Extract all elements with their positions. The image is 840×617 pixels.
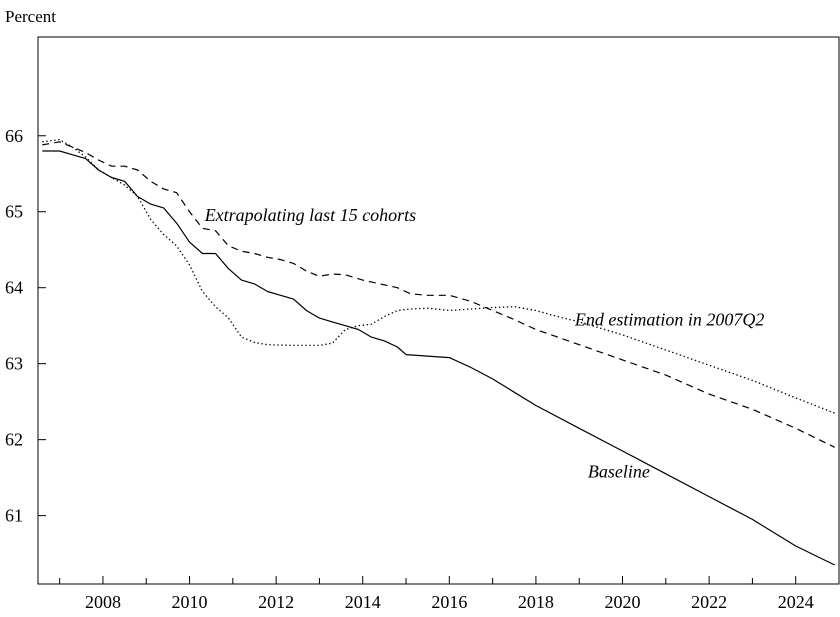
x-tick-label: 2014 xyxy=(345,592,381,612)
x-tick-label: 2024 xyxy=(778,592,814,612)
series-annotation-label: End estimation in 2007Q2 xyxy=(574,310,765,330)
x-tick-label: 2012 xyxy=(258,592,294,612)
plot-frame xyxy=(37,36,840,585)
series-annotation-label: Baseline xyxy=(588,462,650,482)
x-tick-label: 2022 xyxy=(691,592,727,612)
series-annotation-label: Extrapolating last 15 cohorts xyxy=(204,205,416,225)
x-tick-label: 2016 xyxy=(431,592,467,612)
x-tick-label: 2010 xyxy=(172,592,208,612)
x-tick-label: 2018 xyxy=(518,592,554,612)
series-group xyxy=(42,138,835,566)
series-line-dashed xyxy=(42,141,835,448)
series-line-solid xyxy=(42,150,835,566)
y-tick-label: 62 xyxy=(5,430,23,450)
x-tick-label: 2020 xyxy=(605,592,641,612)
y-axis: 61 62 63 64 65 66 xyxy=(5,126,46,526)
y-tick-label: 66 xyxy=(5,126,23,146)
annotations: Extrapolating last 15 cohorts End estimat… xyxy=(204,205,765,482)
y-tick-label: 61 xyxy=(5,506,23,526)
x-axis: 2008 2010 2012 2014 2016 2018 2020 2022 2024 xyxy=(59,576,840,612)
y-tick-label: 63 xyxy=(5,354,23,374)
y-tick-label: 65 xyxy=(5,202,23,222)
y-tick-label: 64 xyxy=(5,278,23,298)
series-line-dotted xyxy=(42,138,835,414)
y-axis-label: Percent xyxy=(5,7,56,26)
x-tick-label: 2008 xyxy=(85,592,121,612)
